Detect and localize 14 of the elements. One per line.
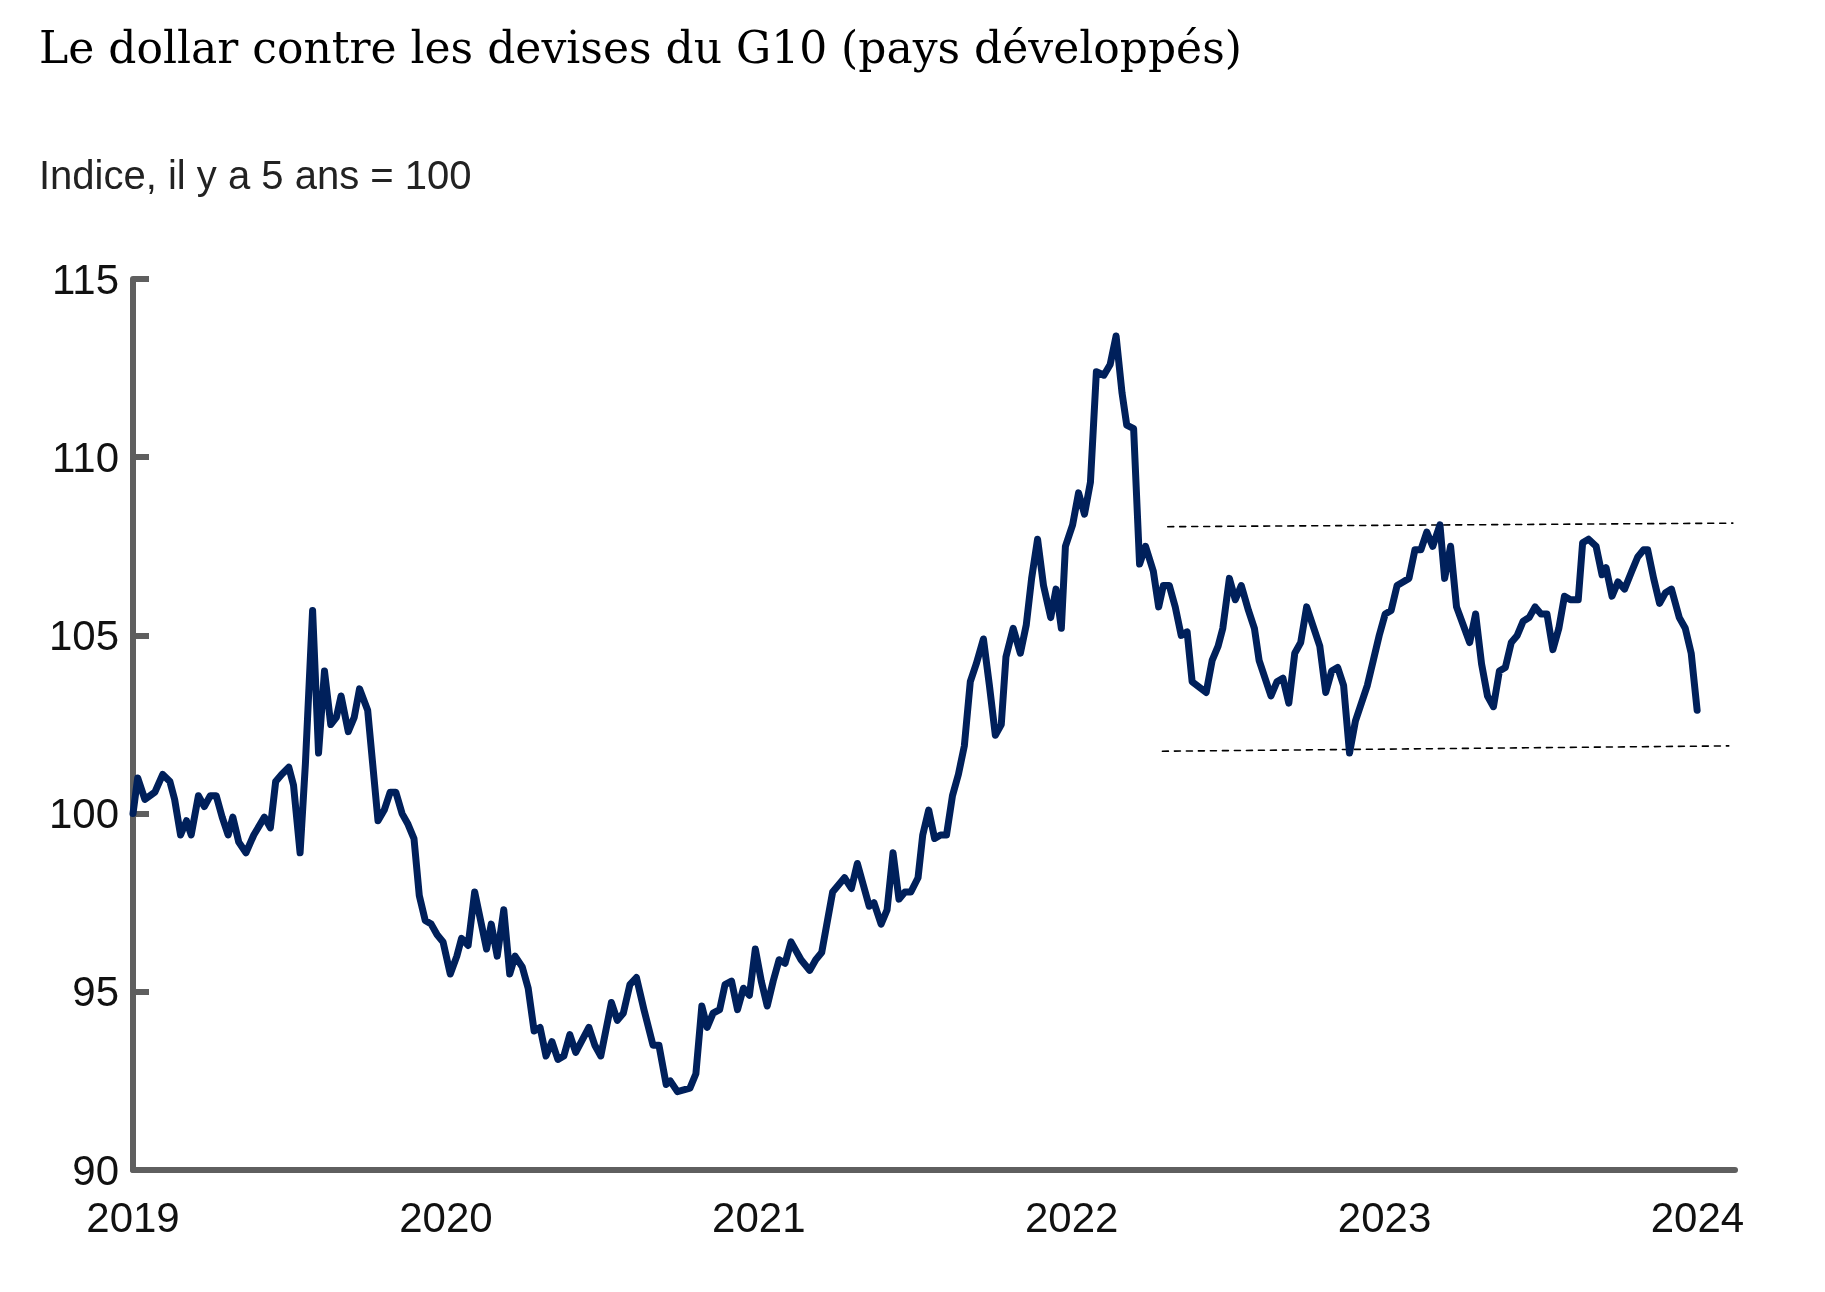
x-tick-label: 2023 xyxy=(1337,1193,1432,1241)
y-tick-label: 90 xyxy=(72,1146,119,1194)
y-tick-label: 110 xyxy=(52,433,119,481)
y-tick-label: 100 xyxy=(48,790,119,838)
chart-title: Le dollar contre les devises du G10 (pays développés) xyxy=(39,21,1242,73)
y-tick-label: 105 xyxy=(48,611,119,659)
x-tick-label: 2019 xyxy=(86,1193,180,1241)
x-tick-label: 2024 xyxy=(1650,1193,1745,1241)
y-tick-label: 115 xyxy=(52,255,119,303)
x-tick-label: 2021 xyxy=(712,1193,806,1241)
y-tick-label: 95 xyxy=(72,968,119,1016)
x-tick-label: 2022 xyxy=(1024,1193,1119,1241)
chart-subtitle: Indice, il y a 5 ans = 100 xyxy=(39,153,472,197)
x-tick-label: 2020 xyxy=(399,1193,493,1241)
